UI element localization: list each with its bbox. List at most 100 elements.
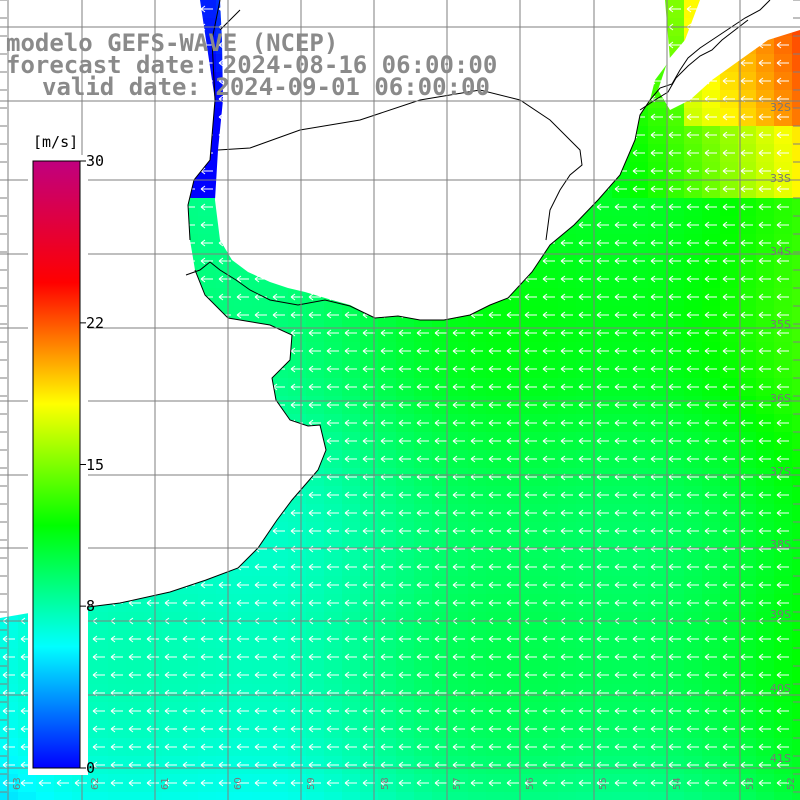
wind-arrow — [758, 437, 771, 445]
wind-arrow — [488, 347, 501, 355]
wind-arrow — [326, 437, 339, 445]
wind-arrow — [488, 437, 501, 445]
wind-arrow — [614, 257, 627, 265]
wind-arrow — [740, 257, 753, 265]
wind-arrow — [686, 437, 699, 445]
wind-arrow — [722, 203, 735, 211]
latitude-label: 39S — [770, 608, 791, 621]
wind-arrow — [434, 365, 447, 373]
wind-arrow — [668, 41, 681, 49]
speed-cell — [108, 792, 126, 800]
wind-arrow — [524, 455, 537, 463]
wind-arrow — [722, 221, 735, 229]
wind-arrow — [578, 293, 591, 301]
wind-arrow — [218, 293, 231, 301]
wind-arrow — [686, 131, 699, 139]
wind-arrow — [686, 311, 699, 319]
speed-cell — [792, 180, 800, 198]
wind-arrow — [668, 293, 681, 301]
wind-arrow — [668, 347, 681, 355]
wind-arrow — [542, 365, 555, 373]
wind-arrow — [488, 329, 501, 337]
wind-arrow — [398, 365, 411, 373]
wind-arrow — [632, 149, 645, 157]
wind-arrow — [686, 383, 699, 391]
wind-arrow — [686, 149, 699, 157]
wind-arrow — [722, 185, 735, 193]
longitude-label: 52 — [786, 777, 797, 790]
wind-arrow — [650, 383, 663, 391]
wind-arrow — [596, 491, 609, 499]
wind-arrow — [578, 419, 591, 427]
latitude-label: 35S — [770, 318, 791, 331]
wind-arrow — [704, 185, 717, 193]
speed-cell — [396, 792, 414, 800]
wind-arrow — [668, 419, 681, 427]
wind-arrow — [722, 131, 735, 139]
wind-arrow — [326, 419, 339, 427]
wind-arrow — [776, 203, 789, 211]
speed-cell — [612, 792, 630, 800]
wind-arrow — [452, 419, 465, 427]
wind-arrow — [524, 491, 537, 499]
wind-arrow — [506, 455, 519, 463]
wind-arrow — [452, 383, 465, 391]
wind-arrow — [686, 401, 699, 409]
wind-arrow — [758, 239, 771, 247]
wind-arrow — [614, 419, 627, 427]
wind-arrow — [686, 221, 699, 229]
wind-arrow — [758, 383, 771, 391]
wind-arrow — [632, 509, 645, 517]
wind-arrow — [776, 401, 789, 409]
wind-arrow — [614, 203, 627, 211]
speed-cell — [702, 792, 720, 800]
wind-arrow — [722, 167, 735, 175]
wind-arrow — [614, 347, 627, 355]
wind-arrow — [506, 311, 519, 319]
speed-cell — [126, 792, 144, 800]
wind-arrow — [650, 221, 663, 229]
longitude-label: 63 — [12, 777, 23, 790]
wind-arrow — [758, 59, 771, 67]
wind-arrow — [596, 455, 609, 463]
wind-arrow — [560, 401, 573, 409]
wind-arrow — [776, 77, 789, 85]
wind-arrow — [758, 365, 771, 373]
wind-arrow — [722, 149, 735, 157]
wind-arrow — [686, 167, 699, 175]
wind-arrow — [524, 347, 537, 355]
wind-arrow — [686, 509, 699, 517]
wind-arrow — [776, 131, 789, 139]
speed-cell — [144, 792, 162, 800]
wind-arrow — [452, 437, 465, 445]
wind-arrow — [632, 185, 645, 193]
wind-arrow — [740, 77, 753, 85]
wind-arrow — [578, 455, 591, 463]
speed-cell — [792, 252, 800, 270]
wind-arrow — [344, 455, 357, 463]
wind-arrow — [596, 437, 609, 445]
wind-arrow — [596, 311, 609, 319]
colorbar-tick-label: 0 — [86, 759, 96, 777]
speed-cell — [792, 90, 800, 108]
longitude-label: 62 — [90, 777, 101, 790]
wind-arrow — [578, 401, 591, 409]
wind-arrow — [722, 239, 735, 247]
wind-arrow — [344, 383, 357, 391]
wind-arrow — [722, 329, 735, 337]
wind-arrow — [470, 329, 483, 337]
speed-cell — [792, 414, 800, 432]
speed-cell — [486, 792, 504, 800]
speed-cell — [792, 108, 800, 126]
latitude-label: 34S — [770, 245, 791, 258]
wind-arrow — [434, 455, 447, 463]
speed-cell — [252, 792, 270, 800]
wind-arrow — [506, 365, 519, 373]
wind-arrow — [722, 437, 735, 445]
speed-cell — [450, 792, 468, 800]
wind-arrow — [344, 491, 357, 499]
speed-cell — [234, 792, 252, 800]
wind-arrow — [758, 347, 771, 355]
colorbar-tick-label: 8 — [86, 597, 96, 616]
